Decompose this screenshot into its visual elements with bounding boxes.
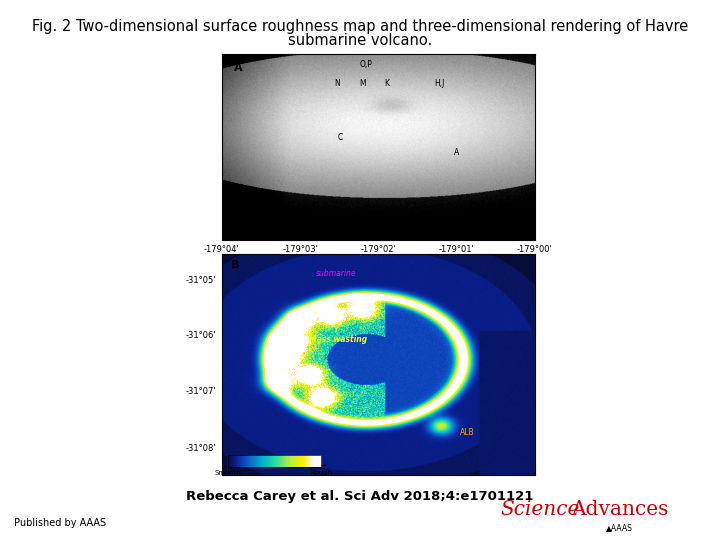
Text: A: A (454, 147, 459, 157)
Text: ▲AAAS: ▲AAAS (606, 523, 633, 532)
Text: -31°07': -31°07' (185, 387, 216, 396)
Text: submarine: submarine (316, 269, 356, 278)
Text: ALB: ALB (460, 428, 474, 437)
Text: B: B (231, 260, 240, 271)
Text: N: N (335, 79, 341, 87)
Text: Advances: Advances (571, 501, 668, 519)
Text: 2 km: 2 km (303, 458, 320, 464)
Text: Science: Science (500, 501, 580, 519)
Text: 1: 1 (272, 458, 276, 464)
Text: -31°08': -31°08' (185, 444, 216, 453)
Text: C: C (338, 133, 343, 141)
Text: -179°04': -179°04' (204, 245, 240, 254)
Text: -31°05': -31°05' (186, 276, 216, 285)
Text: A: A (234, 63, 243, 73)
Text: 0: 0 (240, 458, 245, 464)
Text: Mass wasting: Mass wasting (310, 335, 368, 345)
Text: Published by AAAS: Published by AAAS (14, 518, 107, 528)
Text: K: K (384, 79, 390, 87)
Text: -179°01': -179°01' (438, 245, 474, 254)
Text: -31°06': -31°06' (185, 331, 216, 340)
Text: submarine volcano.: submarine volcano. (288, 33, 432, 49)
Text: -179°03': -179°03' (282, 245, 318, 254)
Text: -179°00': -179°00' (517, 245, 553, 254)
Text: Rebecca Carey et al. Sci Adv 2018;4:e1701121: Rebecca Carey et al. Sci Adv 2018;4:e170… (186, 490, 534, 503)
Text: H,J: H,J (435, 79, 445, 87)
Text: Fig. 2 Two-dimensional surface roughness map and three-dimensional rendering of : Fig. 2 Two-dimensional surface roughness… (32, 19, 688, 34)
Text: O,P: O,P (359, 60, 372, 69)
Text: M: M (359, 79, 366, 87)
Text: -179°02': -179°02' (361, 245, 396, 254)
